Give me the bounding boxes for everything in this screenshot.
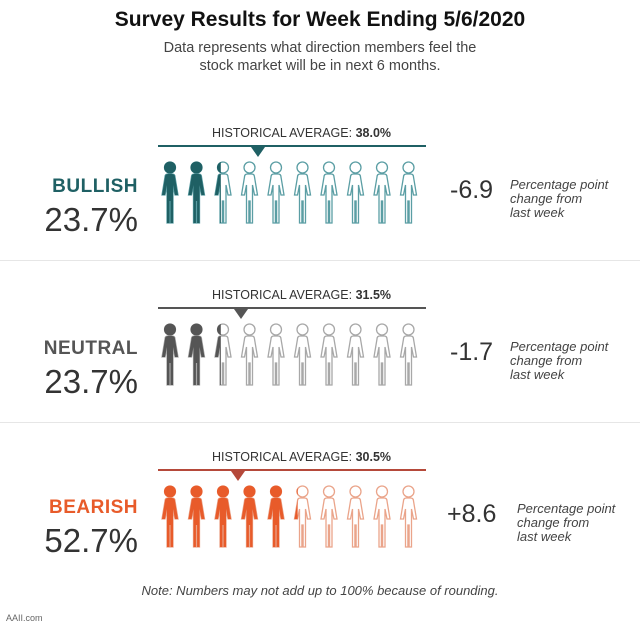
section-bullish: HISTORICAL AVERAGE: 38.0% BULLISH 23.7% …	[0, 126, 640, 286]
person-icon	[293, 323, 312, 386]
subtitle-line-1: Data represents what direction members f…	[163, 40, 477, 56]
person-icon	[399, 323, 418, 386]
person-icon	[240, 323, 259, 386]
sentiment-label: BEARISH	[48, 497, 138, 518]
change-text-line-2: change from	[510, 353, 583, 368]
person-icon	[320, 323, 338, 386]
person-icon	[293, 485, 312, 548]
people-icon-row	[161, 485, 418, 548]
person-icon	[346, 161, 365, 224]
section-neutral: HISTORICAL AVERAGE: 31.5% NEUTRAL 23.7% …	[0, 288, 640, 448]
person-icon	[293, 161, 312, 224]
filled-people-overlay	[162, 323, 221, 385]
section-bearish: HISTORICAL AVERAGE: 30.5% BEARISH 52.7% …	[0, 450, 640, 610]
source-credit: AAII.com	[6, 613, 43, 623]
subtitle-line-2: stock market will be in next 6 months.	[199, 58, 441, 74]
page-subtitle: Data represents what direction members f…	[110, 39, 530, 75]
person-icon	[373, 485, 391, 548]
sentiment-label: BULLISH	[52, 176, 138, 197]
weekly-change-value: -6.9	[450, 176, 494, 204]
weekly-change-value: +8.6	[447, 500, 497, 528]
historical-average-line	[158, 145, 426, 147]
sentiment-label: NEUTRAL	[43, 338, 138, 359]
person-icon	[399, 161, 418, 224]
weekly-change-value: -1.7	[450, 338, 494, 366]
sentiment-percent: 23.7%	[44, 363, 138, 400]
person-icon	[267, 161, 285, 224]
person-icon	[320, 161, 338, 224]
historical-average-prefix: HISTORICAL AVERAGE:	[212, 450, 353, 464]
change-text-line-1: Percentage point	[510, 177, 609, 192]
historical-average-line	[158, 469, 426, 471]
historical-average-marker	[231, 471, 246, 481]
change-text-line-3: last week	[510, 205, 565, 220]
person-icon	[346, 485, 365, 548]
person-icon	[240, 161, 259, 224]
change-text-line-2: change from	[517, 515, 590, 530]
person-icon	[267, 323, 285, 386]
change-text-line-3: last week	[517, 529, 572, 544]
person-icon	[320, 485, 338, 548]
historical-average-marker	[233, 309, 248, 319]
historical-average-prefix: HISTORICAL AVERAGE:	[212, 126, 353, 140]
weekly-change-description: Percentage point change from last week	[517, 502, 615, 544]
filled-people-overlay	[162, 485, 298, 547]
historical-average-marker	[250, 147, 265, 157]
section-divider	[0, 422, 640, 423]
historical-average-value: 31.5%	[355, 288, 392, 302]
historical-average-label: HISTORICAL AVERAGE: 38.0%	[212, 126, 391, 140]
historical-average-prefix: HISTORICAL AVERAGE:	[212, 288, 353, 302]
person-icon	[399, 485, 418, 548]
change-text-line-3: last week	[510, 367, 565, 382]
sentiment-percent: 52.7%	[44, 522, 138, 559]
people-icon-row	[161, 323, 418, 386]
change-text-line-2: change from	[510, 191, 583, 206]
weekly-change-description: Percentage point change from last week	[510, 340, 608, 382]
historical-average-line	[158, 307, 426, 309]
person-icon	[346, 323, 365, 386]
page-title: Survey Results for Week Ending 5/6/2020	[114, 8, 526, 31]
weekly-change-description: Percentage point change from last week	[510, 178, 608, 220]
change-text-line-1: Percentage point	[517, 501, 616, 516]
person-icon	[373, 323, 391, 386]
sentiment-percent: 23.7%	[44, 201, 138, 238]
section-divider	[0, 260, 640, 261]
rounding-note: Note: Numbers may not add up to 100% bec…	[141, 583, 499, 598]
people-icon-row	[161, 161, 418, 224]
filled-people-overlay	[162, 161, 221, 223]
change-text-line-1: Percentage point	[510, 339, 609, 354]
historical-average-value: 38.0%	[355, 126, 392, 140]
person-icon	[373, 161, 391, 224]
historical-average-label: HISTORICAL AVERAGE: 30.5%	[212, 450, 391, 464]
historical-average-value: 30.5%	[355, 450, 392, 464]
historical-average-label: HISTORICAL AVERAGE: 31.5%	[212, 288, 391, 302]
